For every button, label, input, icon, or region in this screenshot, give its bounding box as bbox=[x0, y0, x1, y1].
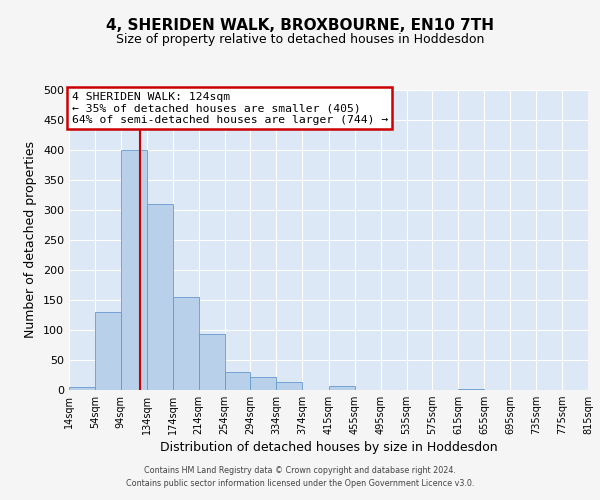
Bar bbox=[329, 386, 355, 390]
Text: Size of property relative to detached houses in Hoddesdon: Size of property relative to detached ho… bbox=[116, 32, 484, 46]
Bar bbox=[69, 387, 95, 390]
Text: 4 SHERIDEN WALK: 124sqm
← 35% of detached houses are smaller (405)
64% of semi-d: 4 SHERIDEN WALK: 124sqm ← 35% of detache… bbox=[71, 92, 388, 124]
Bar bbox=[224, 372, 250, 390]
Bar bbox=[199, 334, 224, 390]
X-axis label: Distribution of detached houses by size in Hoddesdon: Distribution of detached houses by size … bbox=[160, 442, 497, 454]
Bar bbox=[277, 382, 302, 390]
Bar bbox=[250, 377, 277, 390]
Y-axis label: Number of detached properties: Number of detached properties bbox=[25, 142, 37, 338]
Text: 4, SHERIDEN WALK, BROXBOURNE, EN10 7TH: 4, SHERIDEN WALK, BROXBOURNE, EN10 7TH bbox=[106, 18, 494, 32]
Text: Contains HM Land Registry data © Crown copyright and database right 2024.
Contai: Contains HM Land Registry data © Crown c… bbox=[126, 466, 474, 487]
Bar bbox=[147, 204, 173, 390]
Bar bbox=[121, 150, 147, 390]
Bar bbox=[95, 312, 121, 390]
Bar bbox=[173, 297, 199, 390]
